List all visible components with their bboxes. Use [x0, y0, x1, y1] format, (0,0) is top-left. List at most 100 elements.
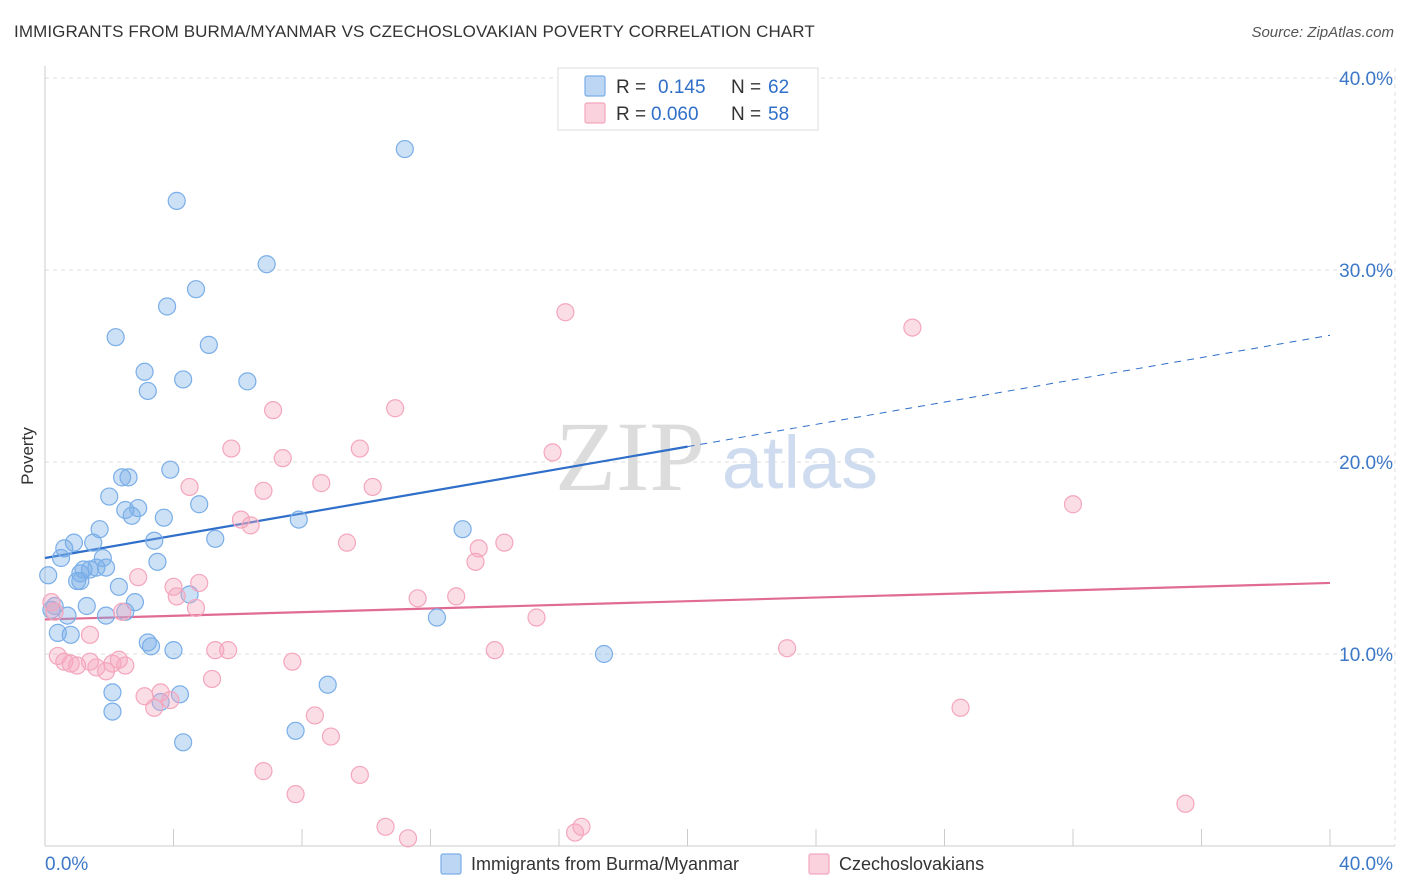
point-burma-18 — [93, 548, 112, 568]
point-czechoslovakians-0 — [42, 593, 61, 612]
point-czechoslovakians-33 — [273, 449, 292, 468]
y-tick-label-3: 40.0% — [1339, 69, 1393, 90]
point-czechoslovakians-47 — [447, 587, 466, 606]
series-legend-swatch-czechoslovakians — [808, 853, 830, 875]
legend-r-value-1: 0.060 — [651, 104, 699, 125]
point-burma-46 — [174, 370, 193, 389]
point-czechoslovakians-21 — [180, 477, 199, 497]
point-czechoslovakians-27 — [222, 439, 241, 458]
point-burma-47 — [174, 733, 193, 752]
point-burma-17 — [90, 520, 109, 539]
legend-n-value-0: 62 — [768, 77, 789, 98]
point-czechoslovakians-58 — [903, 318, 922, 337]
axes — [44, 66, 1395, 847]
point-burma-16 — [87, 558, 106, 577]
trend-line-burma-extension — [687, 334, 1331, 448]
point-burma-45 — [170, 685, 190, 704]
point-burma-5 — [55, 539, 74, 558]
watermark-atlas: atlas — [722, 421, 878, 504]
point-czechoslovakians-17 — [151, 683, 170, 702]
point-czechoslovakians-57 — [777, 639, 797, 658]
point-burma-57 — [318, 675, 337, 694]
point-czechoslovakians-48 — [466, 552, 485, 571]
point-burma-31 — [125, 593, 145, 612]
point-burma-56 — [289, 510, 308, 529]
data-points — [39, 139, 1195, 848]
correlation-legend: R = 0.145 N = 62 R = 0.060 N = 58 — [557, 67, 819, 131]
point-czechoslovakians-38 — [321, 727, 341, 746]
x-tick-label-min: 0.0% — [45, 854, 88, 875]
chart-title: IMMIGRANTS FROM BURMA/MYANMAR VS CZECHOS… — [14, 22, 815, 41]
point-czechoslovakians-36 — [305, 706, 324, 725]
point-czechoslovakians-40 — [350, 765, 369, 785]
point-burma-0 — [39, 566, 58, 585]
point-burma-26 — [112, 468, 132, 487]
point-czechoslovakians-16 — [145, 698, 164, 717]
point-burma-29 — [119, 468, 138, 487]
trend-lines — [44, 334, 1331, 621]
point-czechoslovakians-44 — [386, 399, 405, 418]
point-burma-8 — [64, 533, 84, 552]
point-czechoslovakians-46 — [408, 589, 427, 608]
y-tick-label-1: 20.0% — [1339, 453, 1393, 474]
point-czechoslovakians-26 — [219, 641, 238, 660]
point-czechoslovakians-31 — [254, 481, 273, 500]
point-burma-22 — [103, 683, 122, 702]
series-legend-label-burma: Immigrants from Burma/Myanmar — [471, 854, 739, 874]
point-burma-40 — [154, 508, 173, 527]
point-burma-50 — [190, 495, 209, 514]
point-burma-32 — [129, 498, 148, 518]
point-burma-38 — [148, 552, 167, 571]
point-burma-43 — [164, 641, 183, 660]
point-czechoslovakians-39 — [337, 533, 357, 552]
legend-r-label-0: R = — [616, 77, 646, 98]
point-burma-51 — [199, 335, 218, 354]
point-czechoslovakians-49 — [469, 539, 488, 558]
point-burma-44 — [167, 191, 186, 210]
point-czechoslovakians-22 — [186, 598, 206, 618]
tick-labels: 10.0% 20.0% 30.0% 40.0% 0.0% 40.0% — [45, 69, 1393, 875]
point-czechoslovakians-7 — [80, 625, 100, 644]
point-burma-25 — [109, 577, 128, 596]
point-burma-23 — [103, 702, 122, 721]
point-czechoslovakians-37 — [312, 474, 331, 493]
point-czechoslovakians-19 — [164, 577, 183, 596]
point-burma-61 — [594, 644, 614, 664]
point-burma-21 — [100, 487, 119, 506]
point-czechoslovakians-32 — [263, 401, 283, 420]
point-czechoslovakians-18 — [161, 690, 180, 710]
point-burma-53 — [238, 372, 257, 391]
point-czechoslovakians-60 — [1063, 495, 1083, 514]
point-czechoslovakians-43 — [376, 817, 395, 836]
point-czechoslovakians-54 — [556, 303, 575, 322]
point-burma-14 — [80, 560, 100, 579]
point-czechoslovakians-53 — [543, 443, 562, 462]
grid-lines — [45, 68, 1396, 846]
y-tick-label-2: 30.0% — [1339, 261, 1393, 282]
trend-line-czechoslovakians — [44, 581, 1331, 621]
x-tick-label-max: 40.0% — [1339, 854, 1393, 875]
legend-n-label-0: N = — [731, 77, 761, 98]
point-burma-49 — [186, 280, 206, 299]
watermark: ZIP atlas — [555, 401, 878, 512]
point-burma-20 — [96, 606, 116, 625]
point-czechoslovakians-52 — [527, 608, 546, 627]
point-czechoslovakians-35 — [286, 785, 305, 804]
point-czechoslovakians-23 — [190, 573, 209, 593]
point-burma-58 — [395, 139, 414, 159]
series-legend-swatch-burma — [440, 853, 462, 875]
point-czechoslovakians-56 — [572, 817, 591, 836]
point-czechoslovakians-28 — [231, 510, 251, 529]
point-czechoslovakians-20 — [167, 587, 186, 606]
point-czechoslovakians-42 — [363, 477, 382, 497]
point-czechoslovakians-45 — [398, 829, 418, 848]
legend-n-label-1: N = — [731, 104, 761, 125]
point-burma-60 — [453, 520, 472, 539]
point-czechoslovakians-14 — [129, 568, 148, 587]
series-legend: Immigrants from Burma/Myanmar Czechoslov… — [440, 853, 984, 875]
point-burma-36 — [141, 637, 161, 656]
point-czechoslovakians-61 — [1176, 794, 1195, 813]
y-axis-label: Poverty — [18, 427, 37, 485]
point-czechoslovakians-13 — [116, 656, 135, 675]
